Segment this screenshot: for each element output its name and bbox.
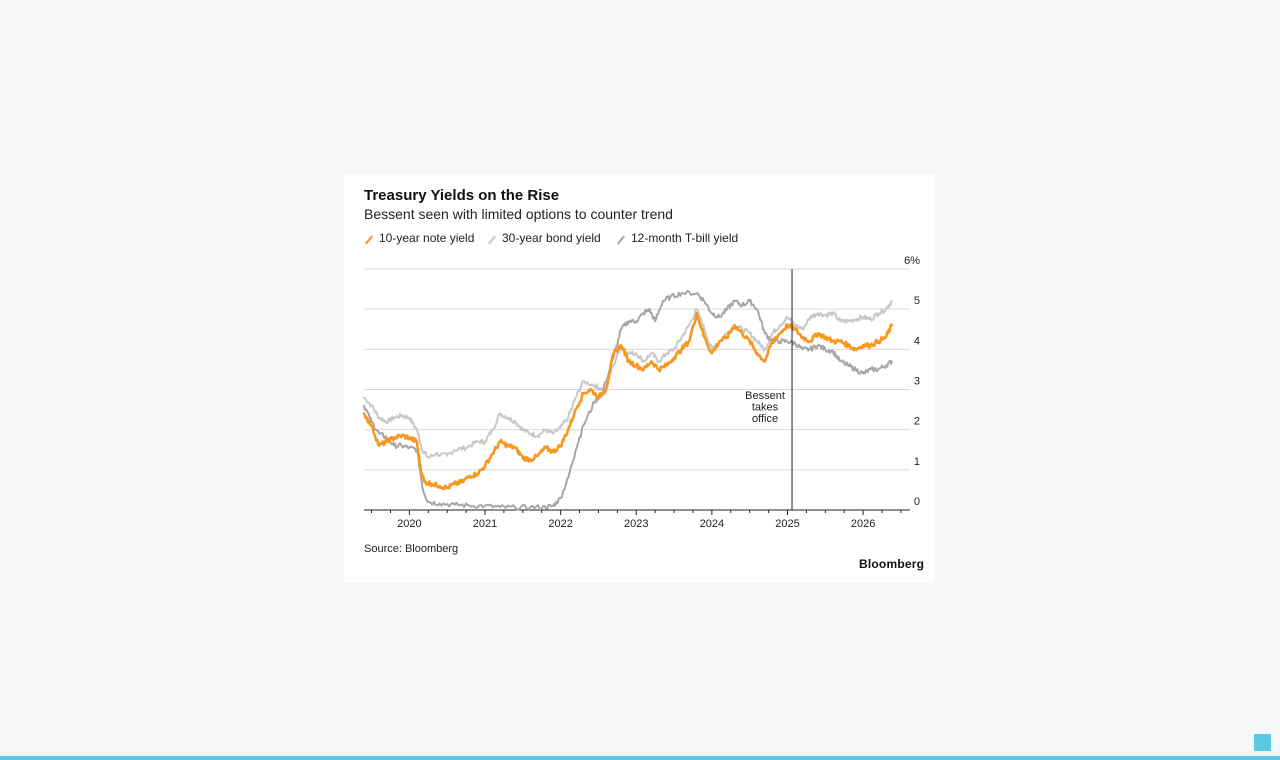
chart-card: Treasury Yields on the Rise Bessent seen… — [344, 174, 934, 583]
y-tick-label-6: 6% — [904, 255, 920, 267]
y-tick-label-2: 2 — [914, 416, 920, 428]
series-line-30-year-bond-yield — [363, 300, 893, 459]
bottom-accent-bar — [0, 756, 1280, 760]
y-tick-label-5: 5 — [914, 295, 920, 307]
legend-label-10-year: 10-year note yield — [379, 231, 475, 245]
y-tick-label-0: 0 — [914, 496, 920, 508]
bloomberg-logo: Bloomberg — [859, 557, 925, 571]
chart-title: Treasury Yields on the Rise — [364, 187, 560, 204]
chart-source: Source: Bloomberg — [364, 543, 459, 555]
y-tick-label-3: 3 — [914, 376, 920, 388]
x-tick-label-2026: 2026 — [851, 518, 875, 530]
x-tick-label-2022: 2022 — [548, 518, 572, 530]
y-tick-label-4: 4 — [914, 335, 920, 347]
x-tick-label-2020: 2020 — [397, 518, 421, 530]
series-line-10-year-note-yield — [362, 311, 894, 491]
x-tick-label-2021: 2021 — [473, 518, 497, 530]
annotation-text-0: Bessent — [745, 390, 785, 402]
x-tick-label-2023: 2023 — [624, 518, 648, 530]
corner-square-icon — [1254, 734, 1271, 751]
chart-subtitle: Bessent seen with limited options to cou… — [364, 206, 673, 222]
series-line-12-month-t-bill-yield — [363, 289, 893, 511]
x-tick-label-2024: 2024 — [700, 518, 724, 530]
y-tick-label-1: 1 — [914, 456, 920, 468]
x-tick-label-2025: 2025 — [775, 518, 799, 530]
annotation-text-2: office — [752, 413, 778, 425]
chart-plot: 0 1 2 3 4 5 6% 2020 2021 2022 2023 2024 2025 2026 Bess… — [362, 255, 920, 530]
legend-label-12-month: 12-month T-bill yield — [631, 231, 739, 245]
annotation-text-1: takes — [752, 402, 779, 414]
legend-label-30-year: 30-year bond yield — [502, 231, 601, 245]
